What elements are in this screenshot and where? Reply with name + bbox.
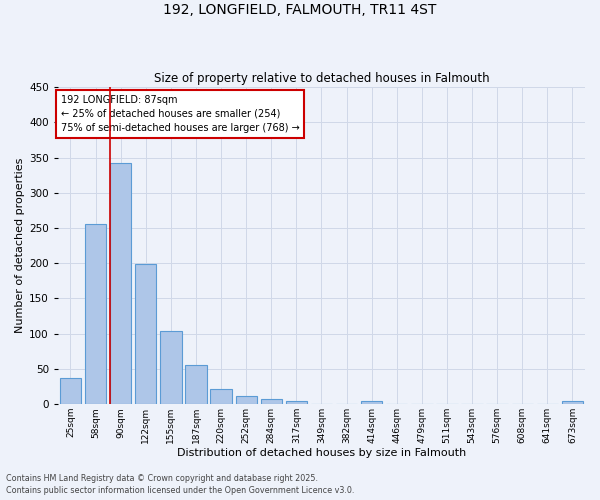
Bar [110,163,131,404]
Bar [85,224,106,404]
Bar [562,402,583,404]
Bar [160,331,182,404]
Title: Size of property relative to detached houses in Falmouth: Size of property relative to detached ho… [154,72,489,85]
Bar [135,264,157,404]
Y-axis label: Number of detached properties: Number of detached properties [15,158,25,334]
Text: Contains HM Land Registry data © Crown copyright and database right 2025.
Contai: Contains HM Land Registry data © Crown c… [6,474,355,495]
Bar [286,400,307,404]
Bar [236,396,257,404]
Bar [185,364,206,404]
Text: 192 LONGFIELD: 87sqm
← 25% of detached houses are smaller (254)
75% of semi-deta: 192 LONGFIELD: 87sqm ← 25% of detached h… [61,95,299,133]
Text: 192, LONGFIELD, FALMOUTH, TR11 4ST: 192, LONGFIELD, FALMOUTH, TR11 4ST [163,2,437,16]
Bar [260,398,282,404]
Bar [60,378,81,404]
Bar [211,390,232,404]
Bar [361,402,382,404]
X-axis label: Distribution of detached houses by size in Falmouth: Distribution of detached houses by size … [177,448,466,458]
